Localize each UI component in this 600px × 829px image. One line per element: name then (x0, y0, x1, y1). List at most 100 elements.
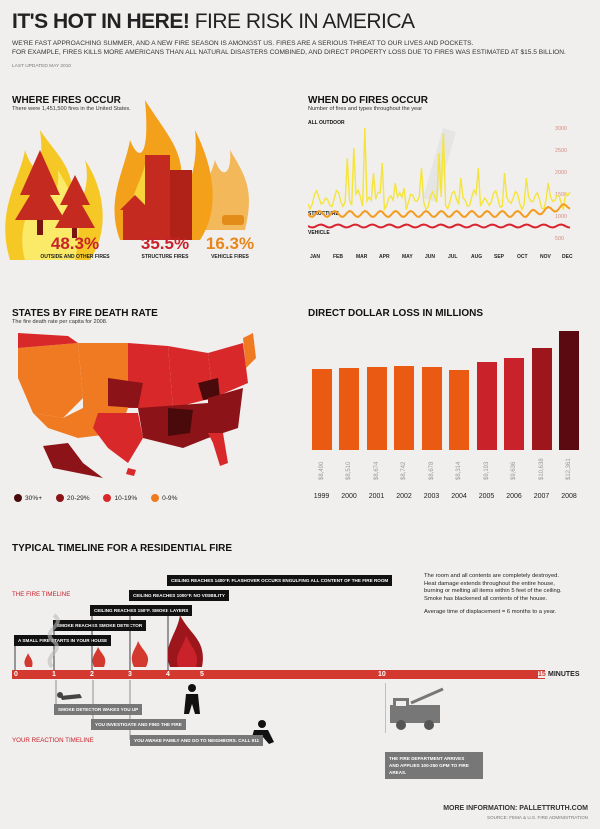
legend-10-19: 10-19% (103, 494, 137, 502)
intro-line-2: FOR EXAMPLE, FIRES KILLS MORE AMERICANS … (12, 49, 566, 56)
intro-line-1: WE'RE FAST APPROACHING SUMMER, AND A NEW… (12, 40, 474, 47)
title-bold: IT'S HOT IN HERE! (12, 10, 190, 33)
year-label-1999: 1999 (313, 493, 330, 500)
us-map (18, 333, 256, 478)
ytick-2500: 2500 (555, 148, 567, 154)
bar-1999 (311, 368, 332, 450)
note-line-1: The room and all contents are completely… (424, 573, 560, 579)
bar-2007 (531, 347, 552, 450)
where-label-outside: OUTSIDE AND OTHER FIRES (40, 254, 110, 260)
tick-4: 4 (166, 671, 170, 678)
fire-truck-icon (385, 683, 444, 733)
fire-event-flashover: CEILING REACHES 1400°F. FLASHOVER OCCURS… (167, 575, 393, 586)
tree-right (55, 175, 95, 228)
year-label-2003: 2003 (423, 493, 440, 500)
where-pct-outside: 48.3% (50, 234, 100, 253)
bar-2002 (394, 366, 415, 450)
note-line-4: Smoke has blackened all contents of the … (424, 595, 548, 602)
bar-value-2000: $8,510 (346, 461, 353, 480)
year-label-2000: 2000 (341, 493, 357, 500)
fire-event-no-visibility: CEILING REACHES 1000°F. NO VISIBILITY (129, 590, 229, 601)
map-southeast (208, 388, 243, 438)
states-title: STATES BY FIRE DEATH RATE (12, 308, 158, 319)
bar-2000 (339, 368, 360, 450)
month-sep: SEP (494, 254, 505, 260)
tick-0: 0 (14, 671, 18, 678)
where-subtitle: There were 1,451,500 fires in the United… (12, 106, 131, 112)
year-label-2005: 2005 (478, 493, 495, 500)
flame-icon-3 (131, 641, 149, 667)
month-aug: AUG (471, 254, 483, 260)
map-appalachia (198, 378, 220, 400)
fire-timeline-label: THE FIRE TIMELINE (12, 591, 71, 598)
states-legend: 30%+ 20-29% 10-19% 0-9% (14, 494, 177, 502)
bar-2003 (421, 366, 442, 450)
month-feb: FEB (333, 254, 343, 260)
where-label-structure: STRUCTURE FIRES (141, 254, 189, 260)
map-texas (93, 413, 143, 463)
legend-dot-30plus (14, 494, 22, 502)
tree-left (15, 150, 65, 220)
dollar-bar-chart (308, 330, 583, 450)
map-central-dark (108, 378, 143, 408)
where-item-vehicle: 16.3% VEHICLE FIRES (200, 234, 260, 260)
tick-1: 1 (52, 671, 56, 678)
month-may: MAY (402, 254, 413, 260)
sleeping-person-icon (60, 694, 82, 700)
reaction-event-investigate: YOU INVESTIGATE AND FIND THE FIRE (91, 719, 186, 730)
source: SOURCE: FEMA & U.S. FIRE ADMINISTRATION (487, 815, 588, 820)
year-label-2008: 2008 (561, 493, 577, 500)
legend-20-29: 20-29% (55, 494, 90, 502)
line-vehicle (308, 223, 571, 229)
map-northwest (18, 333, 78, 348)
note-line-5: Average time of displacement = 6 months … (424, 609, 557, 615)
year-label-2006: 2006 (506, 493, 522, 500)
dollar-year-labels: 1999 2000 2001 2002 2003 2004 2005 2006 2007 2008 (308, 493, 583, 503)
car (222, 215, 244, 225)
map-alaska (43, 443, 103, 478)
minutes-label: MINUTES (548, 671, 580, 678)
when-subtitle: Number of fires and types throughout the… (308, 106, 423, 112)
when-title: WHEN DO FIRES OCCUR (308, 95, 428, 106)
house (120, 195, 150, 210)
dollar-title: DIRECT DOLLAR LOSS IN MILLIONS (308, 308, 483, 319)
fire-department-line-1: THE FIRE DEPARTMENT ARRIVES (389, 756, 465, 761)
standing-person-icon (188, 684, 196, 692)
legend-dot-20-29 (55, 494, 64, 502)
map-northeast (243, 333, 256, 368)
page-title: IT'S HOT IN HERE! FIRE RISK IN AMERICA (12, 10, 415, 34)
map-west (18, 343, 83, 418)
line-structure (308, 203, 571, 218)
month-jul: JUL (448, 254, 458, 260)
line-outdoor (308, 127, 571, 212)
smoke-swirl (47, 613, 60, 669)
series-label-outdoor: ALL OUTDOOR (308, 120, 345, 126)
legend-0-9: 0-9% (151, 494, 177, 502)
where-pct-structure: 35.5% (140, 234, 190, 253)
tick-15: 15 (538, 671, 546, 678)
bar-value-1999: $8,490 (318, 461, 325, 480)
note-line-3: burning or melting all items within 5 fe… (424, 588, 562, 594)
timeline-flames (14, 605, 203, 670)
destroyed-note: The room and all contents are completely… (424, 573, 589, 617)
building-tall (145, 155, 170, 240)
reaction-event-awake: YOU AWAKE FAMILY AND GO TO NEIGHBORS. CA… (130, 735, 264, 746)
updated-date: LAST UPDATED MAY 2010 (12, 64, 72, 69)
fire-event-smoke-layers: CEILING REACHES 150°F. SMOKE LAYERS (90, 605, 193, 616)
legend-30plus: 30%+ (14, 494, 42, 502)
flame-icon-1 (24, 653, 33, 667)
where-item-outside: 48.3% OUTSIDE AND OTHER FIRES (40, 234, 110, 260)
bar-value-2005: $9,193 (483, 461, 490, 480)
ytick-1500: 1500 (555, 192, 567, 198)
map-florida (208, 433, 228, 466)
timeline-bar (12, 670, 545, 679)
when-months: JAN FEB MAR APR MAY JUN JUL AUG SEP OCT … (308, 254, 576, 262)
dollar-value-labels: $8,490 $8,510 $8,674 $8,742 $8,678 $8,314 $9,1… (308, 450, 583, 490)
series-label-vehicle: VEHICLE (308, 230, 330, 236)
bar-value-2001: $8,674 (373, 461, 380, 480)
bar-2004 (449, 370, 470, 450)
timeline-title: TYPICAL TIMELINE FOR A RESIDENTIAL FIRE (12, 543, 233, 554)
bar-value-2006: $9,636 (511, 461, 518, 480)
bar-2006 (504, 357, 525, 450)
year-label-2001: 2001 (368, 493, 385, 500)
